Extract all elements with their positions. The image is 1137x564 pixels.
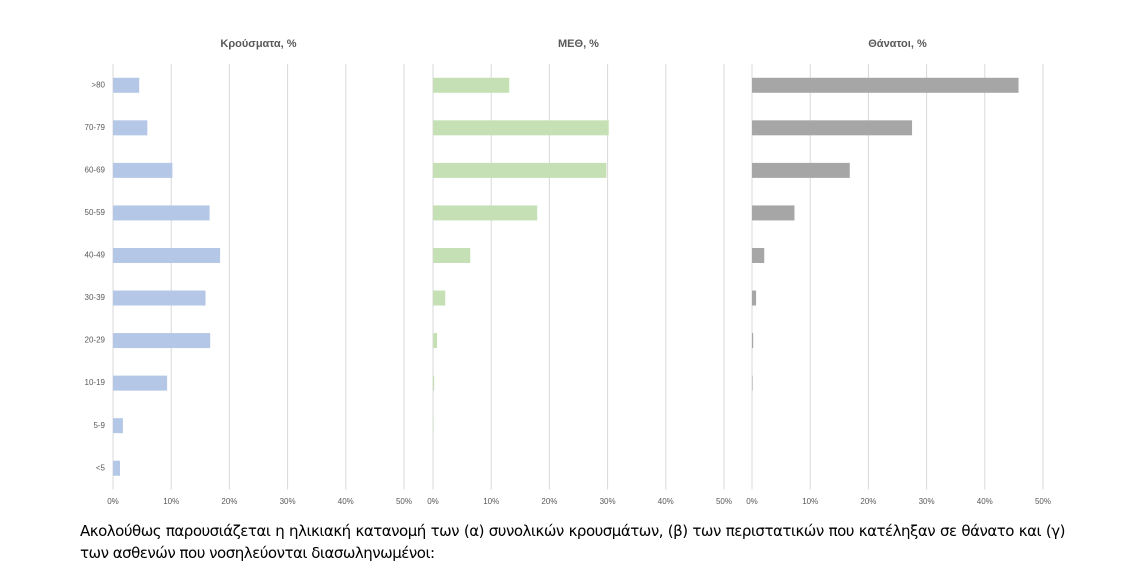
bar: [752, 375, 753, 391]
y-tick-label: 5-9: [93, 421, 105, 430]
x-tick-label: 30%: [919, 497, 935, 506]
bar: [113, 205, 210, 221]
bar: [433, 333, 438, 349]
bar: [433, 120, 609, 136]
x-tick-label: 10%: [163, 497, 179, 506]
bar: [433, 162, 607, 178]
bar: [752, 205, 795, 221]
x-tick-label: 30%: [600, 497, 616, 506]
x-tick-label: 0%: [107, 497, 119, 506]
x-tick-label: 50%: [716, 497, 732, 506]
bar: [113, 247, 221, 263]
bar: [113, 418, 123, 434]
x-tick-label: 0%: [427, 497, 439, 506]
bar: [113, 162, 173, 178]
y-tick-label: 20-29: [85, 336, 106, 345]
chart-title: Κρούσματα, %: [220, 38, 296, 50]
bar: [752, 162, 850, 178]
bar: [433, 290, 446, 306]
x-tick-label: 40%: [338, 497, 354, 506]
x-tick-label: 40%: [658, 497, 674, 506]
x-tick-label: 50%: [396, 497, 412, 506]
x-tick-label: 50%: [1035, 497, 1051, 506]
paragraph: Ακολούθως παρουσιάζεται η ηλικιακή καταν…: [80, 522, 1066, 562]
bar: [433, 77, 510, 93]
y-tick-label: <5: [96, 463, 106, 472]
bar: [433, 247, 471, 263]
bar: [752, 247, 765, 263]
x-tick-label: 10%: [483, 497, 499, 506]
y-tick-label: 10-19: [85, 378, 106, 387]
y-tick-label: >80: [91, 80, 105, 89]
bar: [433, 418, 434, 434]
bar: [433, 375, 435, 391]
bar: [752, 290, 757, 306]
x-tick-label: 20%: [541, 497, 557, 506]
bar: [752, 120, 913, 136]
x-tick-label: 20%: [860, 497, 876, 506]
y-tick-label: 50-59: [85, 208, 106, 217]
bar: [113, 333, 211, 349]
chart-title: Θάνατοι, %: [868, 38, 927, 50]
y-tick-label: 30-39: [85, 293, 106, 302]
bar: [113, 460, 120, 476]
x-tick-label: 10%: [802, 497, 818, 506]
x-tick-label: 40%: [977, 497, 993, 506]
y-tick-label: 40-49: [85, 251, 106, 260]
bar: [433, 205, 538, 221]
x-tick-label: 0%: [746, 497, 758, 506]
bar: [113, 290, 206, 306]
bar: [113, 120, 148, 136]
x-tick-label: 30%: [280, 497, 296, 506]
bar: [113, 77, 140, 93]
bar: [752, 333, 754, 349]
y-tick-label: 60-69: [85, 165, 106, 174]
x-tick-label: 20%: [221, 497, 237, 506]
bar: [752, 77, 1019, 93]
bar: [113, 375, 168, 391]
y-tick-label: 70-79: [85, 123, 106, 132]
charts: Κρούσματα, % 0% 10% 20% 30% 40% 50% >80 70-79 60-…: [85, 38, 1051, 506]
chart-title: ΜΕΘ, %: [558, 38, 599, 50]
